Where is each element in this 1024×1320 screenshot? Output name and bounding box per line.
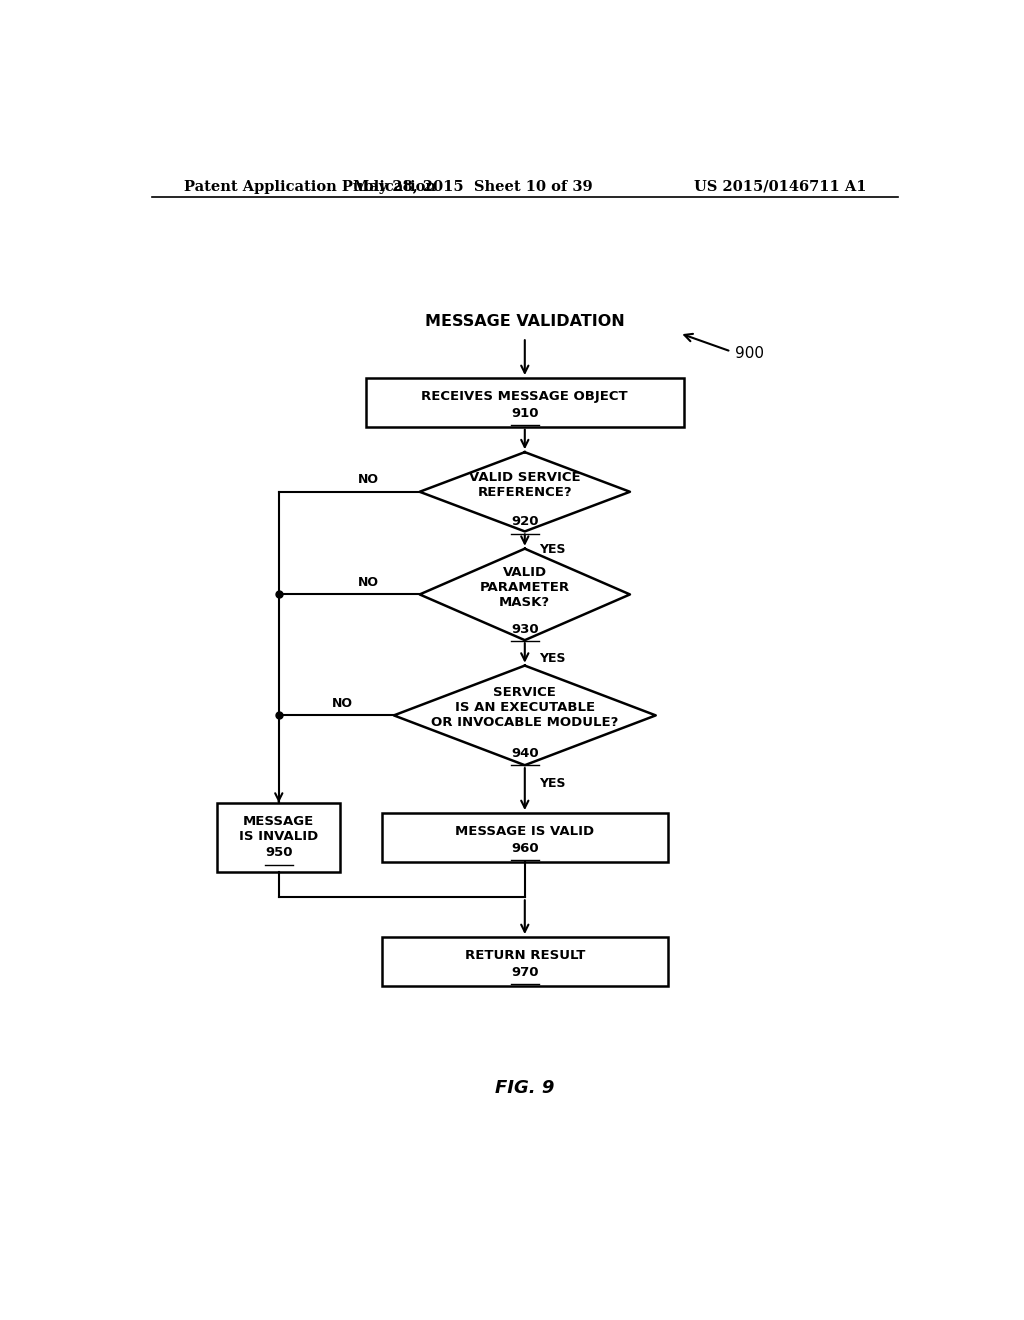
Text: RETURN RESULT: RETURN RESULT bbox=[465, 949, 585, 962]
Text: YES: YES bbox=[539, 652, 565, 665]
Text: 930: 930 bbox=[511, 623, 539, 636]
Text: 910: 910 bbox=[511, 407, 539, 420]
Bar bbox=[367, 378, 684, 426]
Text: 970: 970 bbox=[511, 966, 539, 978]
Text: Patent Application Publication: Patent Application Publication bbox=[183, 180, 435, 194]
Bar bbox=[217, 803, 340, 873]
Text: VALID
PARAMETER
MASK?: VALID PARAMETER MASK? bbox=[479, 565, 570, 609]
Bar bbox=[382, 813, 668, 862]
Text: MESSAGE VALIDATION: MESSAGE VALIDATION bbox=[425, 314, 625, 329]
Text: RECEIVES MESSAGE OBJECT: RECEIVES MESSAGE OBJECT bbox=[422, 389, 628, 403]
Text: NO: NO bbox=[332, 697, 353, 710]
Text: MESSAGE IS VALID: MESSAGE IS VALID bbox=[456, 825, 594, 838]
Text: NO: NO bbox=[357, 473, 379, 486]
Bar bbox=[382, 937, 668, 986]
Text: 960: 960 bbox=[511, 842, 539, 854]
Text: MESSAGE
IS INVALID: MESSAGE IS INVALID bbox=[240, 814, 318, 843]
Text: May 28, 2015  Sheet 10 of 39: May 28, 2015 Sheet 10 of 39 bbox=[353, 180, 593, 194]
Text: YES: YES bbox=[539, 777, 565, 789]
Text: SERVICE
IS AN EXECUTABLE
OR INVOCABLE MODULE?: SERVICE IS AN EXECUTABLE OR INVOCABLE MO… bbox=[431, 686, 618, 729]
Text: 940: 940 bbox=[511, 747, 539, 760]
Text: 950: 950 bbox=[265, 846, 293, 859]
Text: US 2015/0146711 A1: US 2015/0146711 A1 bbox=[693, 180, 866, 194]
Text: 920: 920 bbox=[511, 515, 539, 528]
Text: 900: 900 bbox=[735, 346, 764, 362]
Text: FIG. 9: FIG. 9 bbox=[496, 1080, 554, 1097]
Text: YES: YES bbox=[539, 544, 565, 556]
Text: VALID SERVICE
REFERENCE?: VALID SERVICE REFERENCE? bbox=[469, 471, 581, 499]
Text: NO: NO bbox=[357, 576, 379, 589]
